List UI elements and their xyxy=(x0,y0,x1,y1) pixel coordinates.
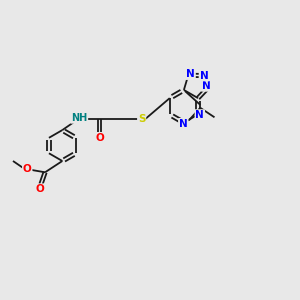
Text: N: N xyxy=(186,69,195,79)
Text: N: N xyxy=(200,70,209,80)
Text: N: N xyxy=(202,81,211,91)
Text: O: O xyxy=(35,184,44,194)
Text: N: N xyxy=(195,110,204,120)
Text: NH: NH xyxy=(71,113,87,123)
Text: O: O xyxy=(23,164,32,174)
Text: S: S xyxy=(138,114,146,124)
Text: O: O xyxy=(95,133,104,143)
Text: N: N xyxy=(179,119,188,129)
